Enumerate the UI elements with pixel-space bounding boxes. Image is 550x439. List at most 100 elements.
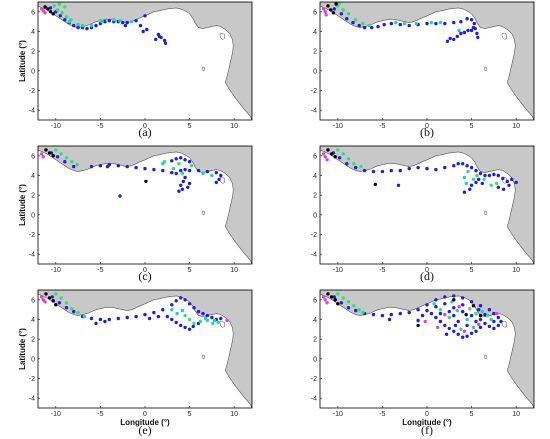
track-point [174,320,178,325]
track-point [156,314,161,319]
track-point [474,180,478,185]
track-point [438,308,443,312]
track-blue [332,294,503,339]
track-point [370,25,374,30]
track-point [89,316,94,321]
track-point [407,166,411,171]
track-point [496,315,500,320]
x-tick-label: 0 [425,411,429,418]
track-point [357,23,361,28]
track-green [336,2,371,28]
track-point [474,168,478,173]
track-point [492,311,496,316]
track-point [183,175,187,180]
track-point [425,166,429,171]
track-point [464,181,468,186]
track-point [464,312,468,317]
track-point [499,319,503,324]
track-cyan [67,19,134,28]
track-point [475,31,479,36]
track-point [354,165,358,170]
track-point [425,303,429,307]
track-point [51,154,55,158]
track-point [116,316,121,321]
track-point [346,306,351,310]
y-tick-label: 2 [313,49,317,56]
track-point [333,298,337,302]
track-point [416,318,420,323]
island-outline [219,321,226,328]
x-tick-label: -10 [333,123,343,130]
track-point [447,315,451,320]
track-point [329,8,333,12]
track-point [456,162,460,166]
track-point [371,312,376,317]
track-point [438,311,443,316]
land-mass [320,146,534,264]
y-tick-label: 2 [31,49,35,56]
track-point [462,30,467,35]
track-point [407,23,411,28]
track-point [452,313,456,318]
track-point [452,37,456,42]
track-black [326,148,377,187]
track-point [64,301,69,305]
track-point [480,309,484,314]
track-point [321,295,326,299]
y-tick-label: -4 [29,252,35,259]
track-point [434,298,438,302]
track-point [203,316,208,321]
track-point [469,331,474,335]
track-point [341,8,345,12]
track-point [396,183,401,187]
track-point [76,22,80,27]
track-point [183,167,187,172]
track-point [473,26,477,31]
track-point [487,308,492,312]
track-point [174,299,178,303]
track-point [143,166,147,171]
track-point [198,319,202,324]
track-point [323,10,327,14]
track-point [112,18,116,22]
track-point [359,164,363,169]
y-tick-label: 4 [313,29,317,36]
track-point [187,317,192,322]
track-point [478,171,483,176]
track-point [192,321,196,326]
map-panel-e: -10 -5 0 5 10 6 4 2 0 -2 -4 Latitude (°) Longitude (… [18,289,253,437]
y-tick-label: 6 [31,297,35,304]
track-point [216,320,220,325]
track-point [423,319,427,324]
x-tick-label: 0 [143,267,147,274]
island-outline [202,66,205,72]
x-tick-label: -5 [97,123,103,130]
track-point [55,155,60,159]
track-point [362,25,367,30]
x-tick-label: 10 [512,123,520,130]
track-point [398,22,402,27]
track-point [352,304,356,308]
track-point [211,321,215,326]
track-point [205,169,210,174]
track-point [179,156,183,160]
y-tick-label: -2 [29,376,35,383]
track-point [196,309,201,314]
track-point [337,2,342,5]
x-tick-label: 10 [512,267,520,274]
track-point [462,175,467,180]
track-point [487,324,492,329]
track-point [326,148,330,152]
track-point [453,323,458,328]
track-point [461,309,465,314]
track-point [492,326,496,331]
track-point [456,332,460,336]
track-point [371,169,376,174]
track-point [456,319,460,324]
track-point [183,313,187,318]
island-outline [484,354,487,360]
track-point [191,324,195,329]
track-point [187,168,192,173]
track-point [48,10,53,14]
map-panel-f: -10 -5 0 5 10 6 4 2 0 -2 -4 Longitude (°)(f) [311,289,535,437]
